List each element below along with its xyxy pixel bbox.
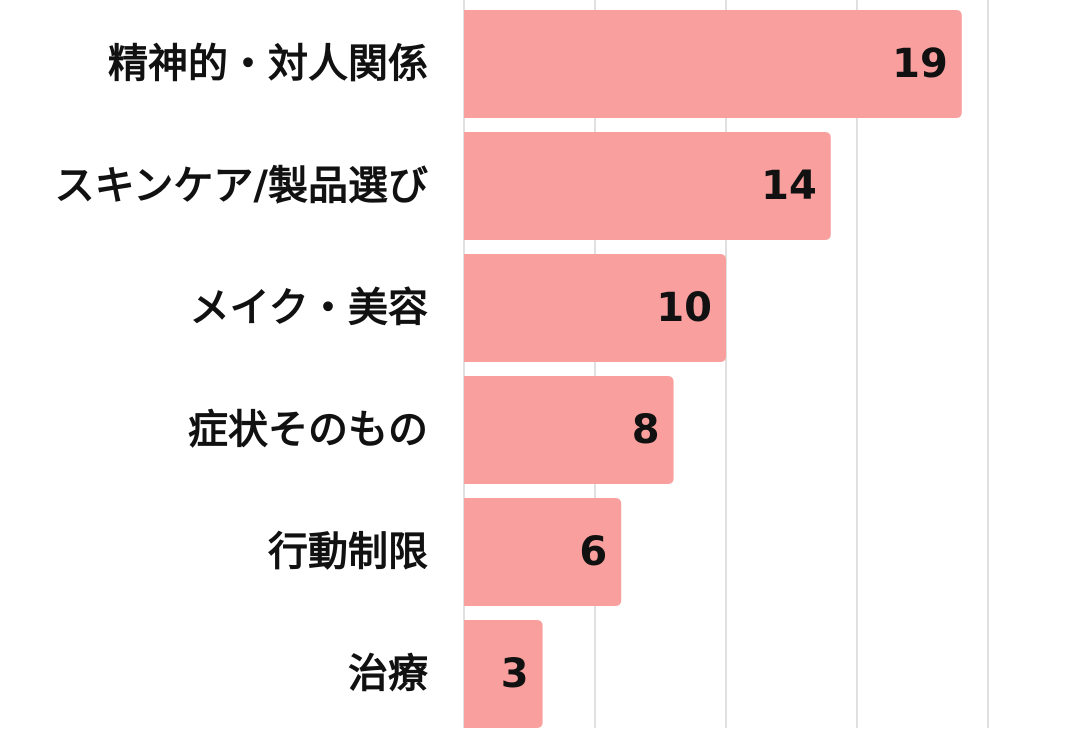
value-label: 8 xyxy=(632,407,660,453)
category-label: スキンケア/製品選び xyxy=(55,163,428,209)
value-labels: 19 14 10 8 6 3 xyxy=(501,41,948,697)
value-label: 3 xyxy=(501,651,529,697)
bar xyxy=(464,254,726,362)
grid-lines xyxy=(463,0,989,728)
bar xyxy=(464,498,622,606)
value-label: 19 xyxy=(892,41,948,87)
category-label: 治療 xyxy=(348,651,429,697)
category-label: 行動制限 xyxy=(268,529,428,575)
bar xyxy=(464,376,674,484)
category-label: 症状そのもの xyxy=(188,407,428,453)
bars xyxy=(464,10,962,728)
category-label: 精神的・対人関係 xyxy=(108,41,428,87)
bar xyxy=(464,132,831,240)
value-label: 10 xyxy=(656,285,712,331)
category-label: メイク・美容 xyxy=(190,285,428,331)
value-label: 14 xyxy=(761,163,817,209)
bar xyxy=(464,10,962,118)
value-label: 6 xyxy=(579,529,607,575)
bar xyxy=(464,620,543,728)
